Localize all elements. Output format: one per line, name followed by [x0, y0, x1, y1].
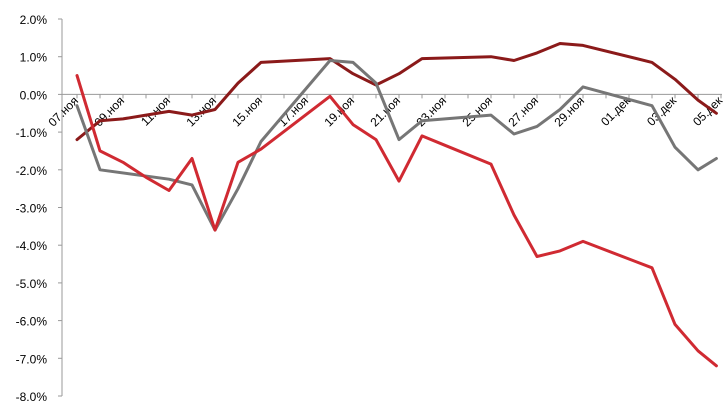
y-tick-label: -6.0%	[16, 315, 48, 329]
y-tick-label: -5.0%	[16, 277, 48, 291]
y-tick-label: -2.0%	[16, 164, 48, 178]
y-tick-label: 2.0%	[20, 13, 48, 27]
y-tick-label: -8.0%	[16, 390, 48, 401]
x-tick-label: 15.ноя	[229, 94, 265, 130]
y-tick-label: 1.0%	[20, 51, 48, 65]
x-tick-label: 21.ноя	[367, 94, 403, 130]
x-tick-label: 25.ноя	[459, 94, 495, 130]
x-tick-label: 27.ноя	[505, 94, 541, 130]
series-line-2	[75, 59, 718, 232]
series-line-1	[75, 42, 718, 142]
y-axis: 2.0% 1.0% 0.0% -1.0% -2.0% -3.0% -4.0% -5.0% -6.…	[16, 13, 63, 401]
series-line-3	[75, 74, 718, 368]
y-tick-label: -1.0%	[16, 126, 48, 140]
y-tick-label: -3.0%	[16, 202, 48, 216]
x-tick-label: 07.ноя	[45, 94, 81, 130]
y-tick-label: -4.0%	[16, 239, 48, 253]
y-tick-label: -7.0%	[16, 352, 48, 366]
y-tick-label: 0.0%	[20, 88, 48, 102]
series-layer	[75, 42, 718, 368]
